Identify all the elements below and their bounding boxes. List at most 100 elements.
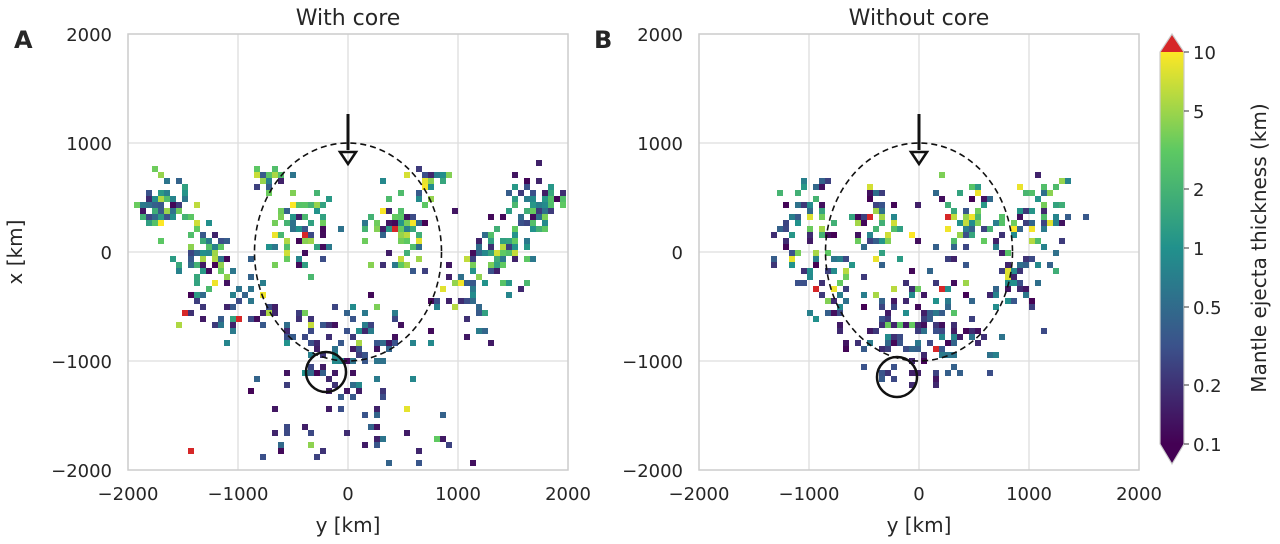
heatmap-cell xyxy=(1005,268,1011,274)
heatmap-cell xyxy=(867,190,873,196)
heatmap-cell xyxy=(410,214,416,220)
heatmap-cell xyxy=(1005,250,1011,256)
heatmap-cell xyxy=(386,226,392,232)
heatmap-cell xyxy=(362,238,368,244)
heatmap-cell xyxy=(945,370,951,376)
heatmap-cell xyxy=(278,448,284,454)
heatmap-cell xyxy=(999,220,1005,226)
heatmap-cell xyxy=(542,220,548,226)
heatmap-cell xyxy=(428,178,434,184)
heatmap-cell xyxy=(1029,298,1035,304)
heatmap-cell xyxy=(957,370,963,376)
heatmap-cell xyxy=(1023,208,1029,214)
heatmap-cell xyxy=(416,238,422,244)
colorbar-tick-labels: 10 5 2 1 0.5 0.2 0.1 xyxy=(1193,43,1222,456)
heatmap-cell xyxy=(843,340,849,346)
heatmap-cell xyxy=(819,178,825,184)
heatmap-cell xyxy=(512,196,518,202)
heatmap-cell xyxy=(470,460,476,466)
heatmap-cell xyxy=(795,190,801,196)
heatmap-cell xyxy=(1011,274,1017,280)
heatmap-cell xyxy=(963,226,969,232)
heatmap-cell xyxy=(206,268,212,274)
heatmap-cell xyxy=(933,370,939,376)
heatmap-cell xyxy=(837,328,843,334)
heatmap-cell xyxy=(909,382,915,388)
heatmap-cell xyxy=(440,286,446,292)
heatmap-cell xyxy=(945,256,951,262)
heatmap-cell xyxy=(1029,190,1035,196)
heatmap-cell xyxy=(356,346,362,352)
heatmap-cell xyxy=(218,322,224,328)
heatmap-cell xyxy=(362,328,368,334)
heatmap-cell xyxy=(380,226,386,232)
heatmap-cell xyxy=(254,166,260,172)
heatmap-cell xyxy=(524,244,530,250)
heatmap-cell xyxy=(212,322,218,328)
heatmap-cell xyxy=(933,328,939,334)
heatmap-cell xyxy=(158,238,164,244)
heatmap-cell xyxy=(933,322,939,328)
heatmap-cell xyxy=(272,244,278,250)
heatmap-cell xyxy=(957,232,963,238)
heatmap-cell xyxy=(963,244,969,250)
heatmap-cell xyxy=(398,322,404,328)
heatmap-cell xyxy=(302,334,308,340)
heatmap-cell xyxy=(969,328,975,334)
heatmap-cell xyxy=(506,280,512,286)
panel-b-x-axis-label: y [km] xyxy=(887,513,952,537)
heatmap-cell xyxy=(530,196,536,202)
heatmap-cell xyxy=(386,208,392,214)
heatmap-cell xyxy=(795,280,801,286)
heatmap-cell xyxy=(404,430,410,436)
heatmap-cell xyxy=(1023,256,1029,262)
heatmap-cell xyxy=(398,232,404,238)
heatmap-cell xyxy=(380,436,386,442)
heatmap-cell xyxy=(404,214,410,220)
heatmap-cell xyxy=(879,202,885,208)
heatmap-cell xyxy=(200,304,206,310)
heatmap-cell xyxy=(200,232,206,238)
heatmap-cell xyxy=(488,340,494,346)
panel-a-x-tick-label: 0 xyxy=(342,484,353,505)
panel-a-y-tick-label: 0 xyxy=(101,243,112,264)
heatmap-cell xyxy=(909,358,915,364)
heatmap-cell xyxy=(152,214,158,220)
heatmap-cell xyxy=(314,190,320,196)
heatmap-cell xyxy=(921,328,927,334)
heatmap-cell xyxy=(783,226,789,232)
heatmap-cell xyxy=(885,340,891,346)
heatmap-cell xyxy=(146,214,152,220)
panel-a-impact-arrow xyxy=(337,114,359,167)
heatmap-cell xyxy=(176,268,182,274)
heatmap-cell xyxy=(416,196,422,202)
heatmap-cell xyxy=(1023,220,1029,226)
panel-b-y-tick-label: 2000 xyxy=(637,25,683,46)
heatmap-cell xyxy=(404,262,410,268)
heatmap-cell xyxy=(783,244,789,250)
heatmap-cell xyxy=(795,202,801,208)
heatmap-cell xyxy=(783,238,789,244)
heatmap-cell xyxy=(951,208,957,214)
heatmap-cell xyxy=(158,172,164,178)
heatmap-cell xyxy=(470,256,476,262)
heatmap-cell xyxy=(362,442,368,448)
heatmap-cell xyxy=(963,292,969,298)
panel-a-y-axis-label: x [km] xyxy=(3,220,27,285)
heatmap-cell xyxy=(200,256,206,262)
heatmap-cell xyxy=(813,286,819,292)
heatmap-cell xyxy=(146,196,152,202)
heatmap-cell xyxy=(386,460,392,466)
heatmap-cell xyxy=(308,430,314,436)
heatmap-cell xyxy=(861,214,867,220)
heatmap-cell xyxy=(536,202,542,208)
heatmap-cell xyxy=(825,232,831,238)
heatmap-cell xyxy=(428,196,434,202)
heatmap-cell xyxy=(1059,220,1065,226)
heatmap-cell xyxy=(861,274,867,280)
heatmap-cell xyxy=(422,220,428,226)
heatmap-cell xyxy=(284,250,290,256)
heatmap-cell xyxy=(873,256,879,262)
heatmap-cell xyxy=(194,274,200,280)
